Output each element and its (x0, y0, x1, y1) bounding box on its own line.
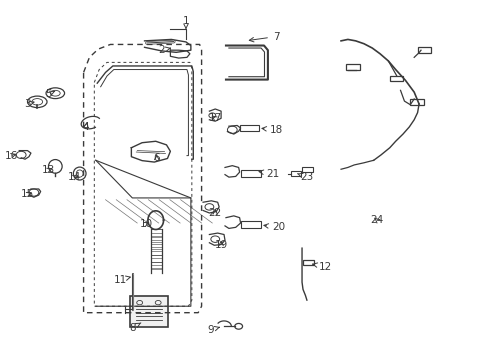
Text: 16: 16 (5, 150, 18, 161)
Text: 3: 3 (24, 99, 34, 109)
Text: 17: 17 (208, 113, 222, 123)
Bar (417, 47, 430, 53)
Text: 11: 11 (113, 275, 130, 285)
Text: 13: 13 (42, 165, 55, 175)
Bar (241, 221, 260, 228)
Text: 14: 14 (68, 172, 81, 182)
Bar (345, 64, 359, 69)
Text: 6: 6 (153, 153, 160, 163)
Text: 21: 21 (259, 168, 279, 179)
Text: 15: 15 (21, 189, 34, 199)
Bar (409, 99, 423, 105)
Text: 7: 7 (249, 32, 279, 42)
Text: 9: 9 (206, 325, 219, 335)
Text: 12: 12 (312, 262, 331, 272)
Text: 24: 24 (370, 215, 383, 225)
Text: 18: 18 (262, 125, 282, 135)
Bar (389, 76, 403, 81)
FancyBboxPatch shape (130, 296, 167, 327)
Bar (240, 170, 261, 177)
Text: 1: 1 (183, 17, 189, 29)
Text: 5: 5 (45, 89, 55, 99)
Bar (303, 260, 313, 265)
Text: 19: 19 (214, 240, 227, 250)
Text: 20: 20 (264, 222, 285, 232)
Text: 22: 22 (208, 208, 222, 218)
Text: 8: 8 (129, 323, 141, 333)
Bar (302, 167, 312, 172)
Text: 4: 4 (82, 122, 89, 132)
Text: 10: 10 (139, 219, 152, 229)
Bar (239, 125, 259, 131)
Bar (291, 171, 301, 176)
Text: 23: 23 (297, 172, 313, 182)
Text: 2: 2 (158, 45, 170, 55)
